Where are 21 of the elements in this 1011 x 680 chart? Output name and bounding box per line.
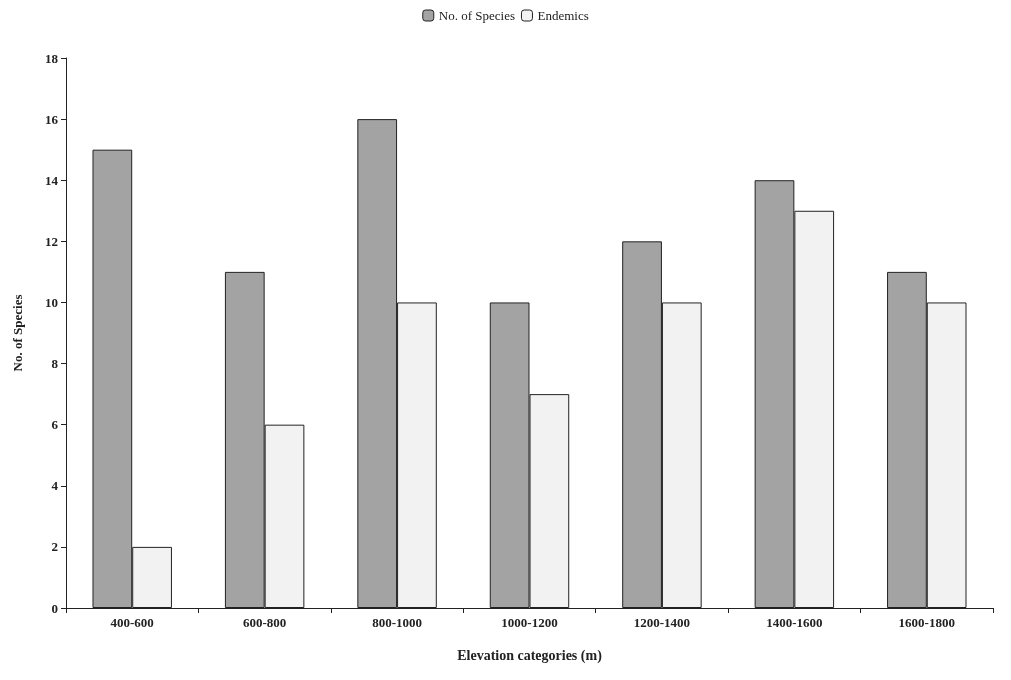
legend-label: No. of Species [438, 8, 515, 23]
y-tick-label: 18 [45, 50, 59, 66]
y-tick-label: 6 [51, 417, 59, 433]
legend-label: Endemics [537, 8, 589, 23]
y-tick-label: 10 [45, 294, 58, 310]
x-tick-label: 1000-1200 [501, 615, 558, 630]
y-tick-label: 8 [51, 356, 59, 372]
y-tick-label: 0 [51, 600, 58, 616]
x-tick-label: 800-1000 [372, 615, 422, 630]
y-tick-label: 14 [45, 172, 59, 188]
y-tick-label: 16 [45, 111, 59, 127]
x-tick-label: 1200-1400 [633, 615, 691, 630]
x-tick-label: 1400-1600 [766, 615, 823, 630]
y-tick-label: 2 [51, 539, 58, 555]
x-tick-label: 600-800 [242, 615, 287, 630]
x-tick-label: 1600-1800 [898, 615, 955, 630]
x-tick-label: 400-600 [110, 615, 154, 630]
y-axis-title: No. of Species [10, 294, 25, 372]
x-axis-title: Elevation categories (m) [457, 647, 603, 664]
y-tick-label: 12 [45, 233, 58, 249]
y-tick-label: 4 [51, 478, 59, 494]
